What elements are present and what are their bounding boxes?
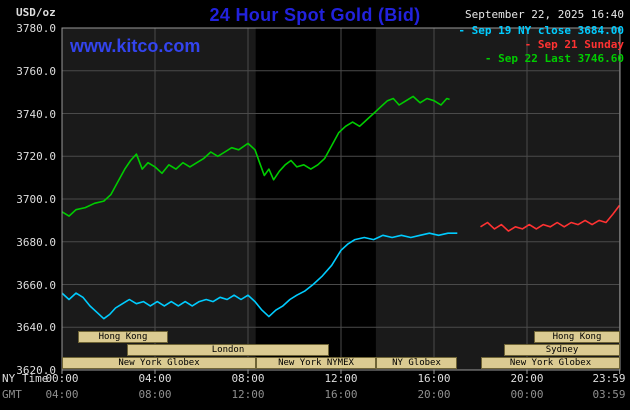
y-axis-label: 3720.0 [16, 150, 56, 164]
x-axis-label-ny: 00:00 [45, 372, 79, 385]
y-axis-label: 3680.0 [16, 235, 56, 249]
x-axis-label-gmt: 16:00 [324, 388, 358, 401]
legend-item-sep21: - Sep 21 Sunday [524, 38, 624, 51]
x-axis-label-ny: 04:00 [138, 372, 172, 385]
y-axis-label: 3640.0 [16, 321, 56, 335]
x-axis-label-ny: 20:00 [510, 372, 544, 385]
datetime-label: September 22, 2025 16:40 [465, 8, 624, 21]
x-axis-label-gmt: 08:00 [138, 388, 172, 401]
series-line-sep-22 [61, 95, 450, 217]
x-axis-label-gmt: 00:00 [510, 388, 544, 401]
gmt-row-label: GMT [2, 388, 22, 401]
unit-label: USD/oz [16, 6, 56, 19]
x-axis-label-gmt: 03:59 [592, 388, 626, 401]
session-box-hong-kong: Hong Kong [534, 331, 620, 343]
session-box-new-york-globex: New York Globex [62, 357, 256, 369]
series-line-sep-21 [480, 204, 621, 232]
session-box-london: London [127, 344, 329, 356]
y-axis-label: 3620.0 [16, 364, 56, 377]
y-axis-label: 3660.0 [16, 278, 56, 292]
x-axis-label-gmt: 04:00 [45, 388, 79, 401]
series-line-sep-19 [61, 232, 458, 320]
legend: - Sep 19 NY close 3684.00 - Sep 21 Sunda… [458, 24, 624, 66]
y-axis-label: 3760.0 [16, 64, 56, 78]
x-axis-label-ny: 16:00 [417, 372, 451, 385]
x-axis-label-ny: 12:00 [324, 372, 358, 385]
y-axis-label: 3780.0 [16, 22, 56, 35]
kitco-watermark-link[interactable]: www.kitco.com [70, 36, 201, 56]
y-axis-label: 3740.0 [16, 107, 56, 121]
y-axis-label: 3700.0 [16, 193, 56, 206]
session-box-sydney: Sydney [504, 344, 620, 356]
x-axis-label-ny: 08:00 [231, 372, 265, 385]
x-axis-label-ny: 23:59 [592, 372, 626, 385]
chart-title: 24 Hour Spot Gold (Bid) [209, 5, 421, 25]
ny-time-row-label: NY Time [2, 372, 49, 385]
legend-item-sep22: - Sep 22 Last 3746.60 [484, 52, 624, 65]
session-box-new-york-globex: New York Globex [481, 357, 620, 369]
x-axis-label-gmt: 12:00 [231, 388, 265, 401]
x-axis-label-gmt: 20:00 [417, 388, 451, 401]
legend-item-sep19: - Sep 19 NY close 3684.00 [458, 24, 624, 37]
session-box-hong-kong: Hong Kong [78, 331, 168, 343]
session-box-ny-globex: NY Globex [376, 357, 457, 369]
session-box-new-york-nymex: New York NYMEX [256, 357, 376, 369]
